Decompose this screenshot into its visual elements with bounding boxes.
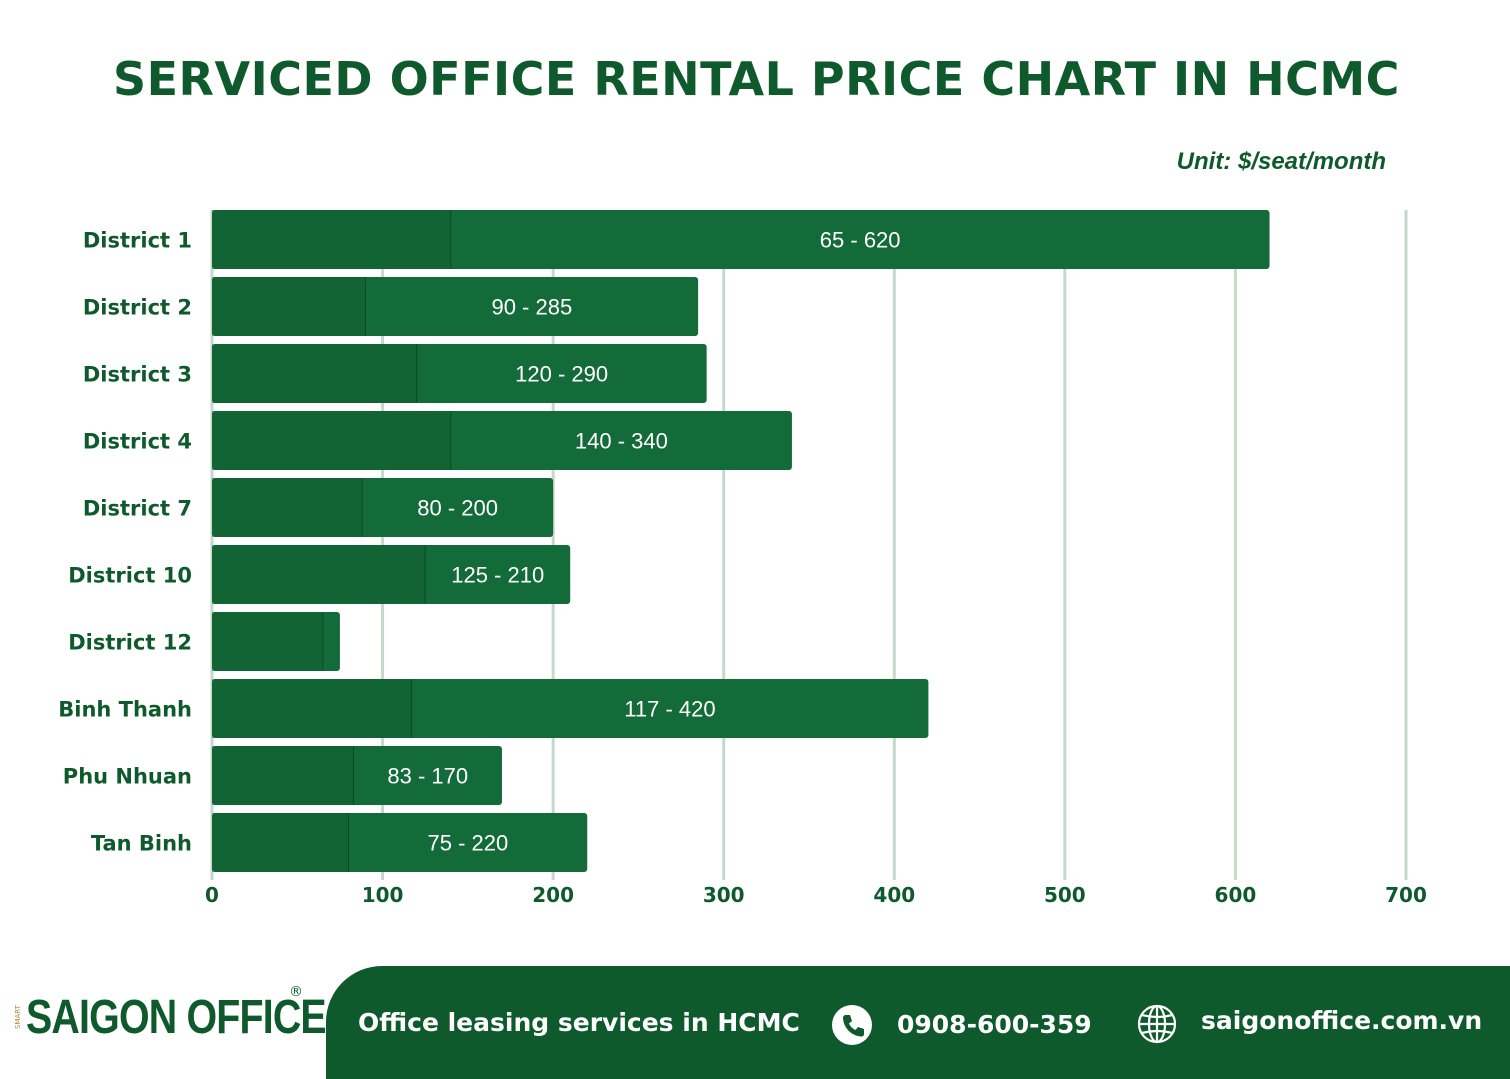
bar-max [212, 344, 707, 403]
bar-min-segment [212, 411, 451, 470]
bar-data-label: 80 - 200 [417, 496, 498, 521]
category-label: Phu Nhuan [63, 765, 192, 789]
bar-max [212, 277, 699, 336]
registered-mark: ® [289, 984, 303, 1000]
bar-max [212, 545, 571, 604]
bar-data-label: 75 - 220 [427, 831, 508, 856]
category-label: District 1 [83, 229, 192, 253]
bar-data-label: 120 - 290 [515, 362, 608, 387]
x-tick-label: 600 [1215, 883, 1257, 907]
bar-max [212, 612, 340, 671]
category-label: District 10 [68, 564, 192, 588]
bar-max [212, 746, 502, 805]
x-tick-label: 200 [532, 883, 574, 907]
category-label: Tan Binh [91, 832, 192, 856]
x-tick-label: 700 [1385, 883, 1427, 907]
phone-icon [832, 1005, 872, 1045]
chart-title: SERVICED OFFICE RENTAL PRICE CHART IN HC… [113, 52, 1400, 106]
bar-min-segment [212, 277, 366, 336]
category-label: District 3 [83, 363, 192, 387]
category-label: District 2 [83, 296, 192, 320]
bar-data-label: 83 - 170 [387, 764, 468, 789]
category-label: Binh Thanh [58, 698, 192, 722]
logo-smart-text: SMART [14, 1005, 22, 1029]
website-link[interactable]: saigonoffice.com.vn [1201, 1006, 1483, 1035]
bar-max [212, 813, 588, 872]
bar-min-segment [212, 210, 451, 269]
bar-data-label: 117 - 420 [624, 697, 715, 722]
category-label: District 4 [83, 430, 192, 454]
brand-logo: SAIGON OFFICE [26, 991, 327, 1044]
bar-data-label: 125 - 210 [451, 563, 544, 588]
bar-max [212, 210, 1270, 269]
x-tick-label: 400 [873, 883, 915, 907]
x-tick-label: 500 [1044, 883, 1086, 907]
bar-min-segment [212, 813, 349, 872]
bar-min-segment [212, 746, 354, 805]
bar-min-segment [212, 478, 363, 537]
phone-number[interactable]: 0908-600-359 [897, 1010, 1092, 1039]
bar-data-label: 90 - 285 [491, 295, 572, 320]
category-label: District 7 [83, 497, 192, 521]
bar-data-label: 140 - 340 [575, 429, 668, 454]
x-tick-label: 300 [703, 883, 745, 907]
bar-max [212, 411, 792, 470]
bar-data-label: 65 - 620 [820, 228, 901, 253]
bar-max [212, 679, 929, 738]
bar-min-segment [212, 344, 417, 403]
x-tick-label: 100 [362, 883, 404, 907]
unit-label: Unit: $/seat/month [1176, 148, 1386, 175]
footer-tagline: Office leasing services in HCMC [358, 1008, 800, 1037]
globe-icon [1137, 1004, 1177, 1044]
bar-min-segment [212, 679, 412, 738]
bar-max [212, 478, 554, 537]
footer-band [326, 966, 1510, 1079]
x-tick-label: 0 [205, 883, 219, 907]
bar-min-segment [212, 545, 426, 604]
bar-min-segment [212, 612, 323, 671]
category-label: District 12 [68, 631, 192, 655]
bar-chart: 0 100 200 300 400 500 600 700 District 1 65 - 620… [58, 210, 1427, 907]
